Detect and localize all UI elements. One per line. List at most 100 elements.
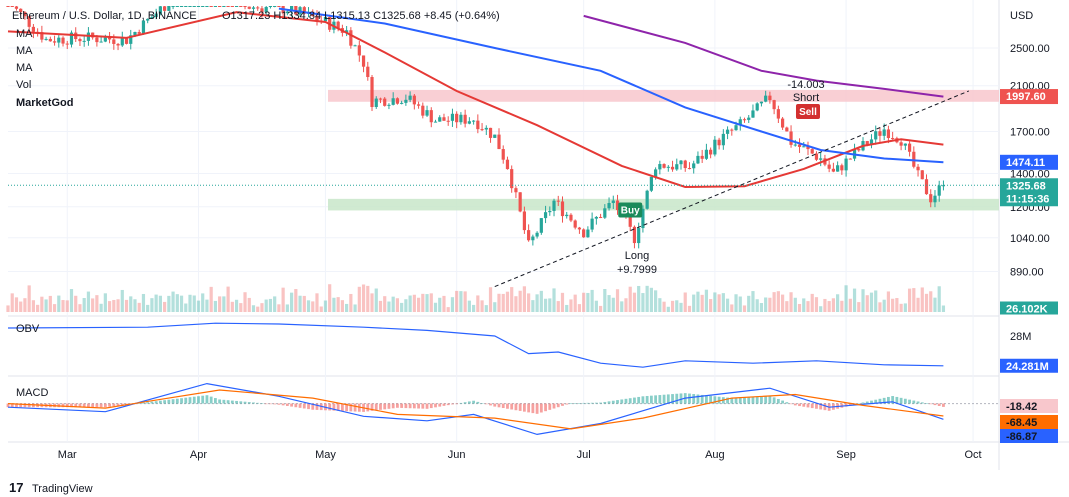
candle-body: [463, 114, 467, 124]
volume-bar: [167, 295, 171, 312]
volume-bar: [209, 286, 213, 312]
candle-body: [552, 200, 556, 211]
volume-bar: [840, 300, 844, 312]
grid: [8, 0, 999, 442]
month-tick-label: May: [315, 449, 336, 461]
indicator-ma-3[interactable]: MA: [16, 62, 33, 74]
macd-title[interactable]: MACD: [16, 387, 48, 399]
candle-body: [40, 32, 44, 40]
volume-bar: [641, 293, 645, 312]
candle-body: [780, 118, 785, 128]
candle-body: [641, 208, 645, 229]
macd-histogram-bar: [887, 396, 890, 404]
volume-bar: [810, 293, 814, 312]
candle-body: [810, 149, 814, 154]
candle-body: [882, 129, 886, 136]
macd-histogram-bar: [844, 403, 848, 407]
candle-body: [874, 131, 878, 140]
macd-histogram-bar: [751, 396, 755, 404]
volume-bar: [281, 287, 285, 312]
volume-bar: [484, 305, 488, 312]
macd-histogram-bar: [379, 403, 382, 410]
macd-histogram-bar: [649, 395, 653, 404]
candle-body: [378, 98, 383, 100]
trendline: [8, 90, 999, 288]
volume-bar: [188, 294, 192, 312]
candle-body: [416, 104, 421, 106]
volume-bar: [391, 296, 395, 312]
macd-histogram-bar: [366, 403, 370, 412]
volume-bar: [150, 298, 154, 312]
volume-bar: [294, 289, 298, 312]
volume-bar: [929, 291, 933, 312]
tradingview-logo[interactable]: 17 TradingView: [9, 480, 93, 495]
candle-body: [14, 6, 19, 9]
price-tick-label: 2500.00: [1010, 43, 1050, 55]
indicator-marketgod[interactable]: MarketGod: [16, 97, 73, 109]
volume-bar: [709, 299, 713, 312]
macd-histogram-bar: [103, 403, 107, 408]
indicator-ma-1[interactable]: MA: [16, 28, 33, 40]
candle-body: [442, 117, 446, 121]
macd-histogram-bar: [645, 395, 649, 404]
volume-bar: [548, 298, 552, 312]
candle-body: [607, 203, 611, 209]
volume-bar: [251, 305, 256, 312]
macd-histogram-bar: [349, 403, 353, 412]
volume-bar: [565, 304, 569, 312]
macd-histogram-bar: [218, 399, 222, 404]
volume-bar: [112, 299, 116, 312]
sell-signal[interactable]: Sell: [795, 103, 820, 119]
macd-histogram-bar: [747, 397, 751, 404]
macd-histogram-bar: [743, 397, 746, 404]
candle-body: [154, 13, 158, 17]
volume-bar: [510, 287, 514, 312]
macd-histogram-bar: [370, 403, 374, 411]
last-price-tag-text: 11:15:36: [1006, 193, 1049, 205]
volume-bar: [146, 304, 150, 312]
volume-bar: [438, 297, 442, 312]
candle-body: [933, 195, 937, 203]
volume-bar: [336, 297, 340, 312]
month-tick-label: Jul: [577, 449, 591, 461]
candle-body: [819, 158, 823, 160]
buy-signal[interactable]: Buy: [618, 202, 643, 218]
volume-bar: [243, 292, 247, 312]
macd-histogram-bar: [603, 401, 607, 404]
volume-bar: [332, 297, 336, 312]
candle-body: [573, 220, 577, 228]
candle-body: [395, 98, 400, 104]
volume-bar: [353, 304, 357, 312]
month-tick-label: Oct: [965, 449, 982, 461]
macd-value-tag: -18.42: [1006, 401, 1037, 413]
candle-body: [675, 164, 679, 170]
macd-histogram-bar: [188, 397, 192, 404]
volume-bar: [421, 293, 425, 312]
volume-bar: [222, 296, 226, 312]
indicator-ma-2[interactable]: MA: [16, 45, 33, 57]
volume-bar: [289, 292, 294, 312]
indicator-volume[interactable]: Vol: [16, 79, 31, 91]
candle-body: [734, 125, 738, 131]
symbol-legend[interactable]: Ethereum / U.S. Dollar, 1D, BINANCE: [12, 10, 197, 22]
volume-bar: [573, 294, 577, 312]
volume-bar: [844, 285, 848, 312]
macd-histogram-bar: [531, 403, 535, 414]
candle-body: [472, 120, 476, 122]
macd-histogram-bar: [573, 403, 577, 404]
volume-bar: [823, 298, 827, 312]
candle-body: [179, 6, 184, 7]
obv-title[interactable]: OBV: [16, 323, 40, 335]
macd-histogram-bar: [925, 403, 928, 404]
volume-bar: [912, 288, 916, 312]
macd-histogram-bar: [74, 403, 78, 408]
volume-bar: [878, 302, 882, 312]
volume-bar: [620, 301, 624, 312]
candle-body: [366, 66, 370, 78]
candle-body: [493, 134, 497, 138]
candle-body: [759, 101, 764, 104]
candle-body: [560, 201, 565, 217]
ma-price-tag-text: 1474.11: [1006, 157, 1045, 169]
volume-bar: [179, 295, 184, 312]
